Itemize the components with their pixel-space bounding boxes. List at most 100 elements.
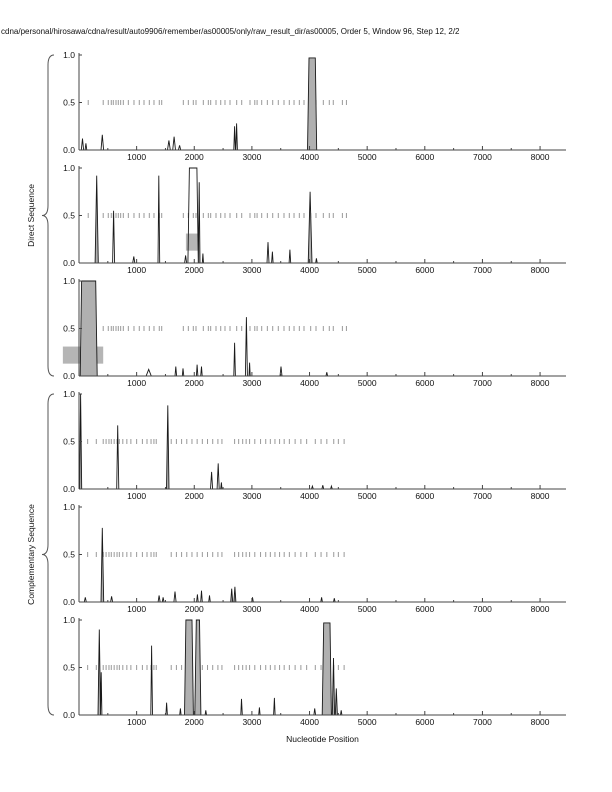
- x-tick-label: 3000: [242, 491, 261, 501]
- panel-4-complementary: 0.0 0.5 1.0 1000 2000 3000 4000 5000 6000 7000 800…: [63, 389, 566, 501]
- y-tick-label: 1.0: [63, 389, 75, 399]
- x-tick-label: 1000: [127, 152, 146, 162]
- exon-position-markers: [87, 213, 347, 218]
- x-tick-label: 2000: [185, 717, 204, 727]
- x-axis-label: Nucleotide Position: [286, 734, 359, 744]
- x-tick-label: 2000: [185, 604, 204, 614]
- y-tick-label: 0.5: [63, 437, 75, 447]
- panel-3-direct: 0.0 0.5 1.0 1000 2000 3000 4000 5000 6000 7000 800…: [62, 276, 566, 388]
- x-tick-label: 6000: [415, 152, 434, 162]
- exon-position-markers: [87, 665, 345, 670]
- x-tick-label: 5000: [358, 265, 377, 275]
- direct-group-brace: [41, 54, 55, 377]
- panel-axes: [78, 166, 566, 264]
- x-tick-label: 7000: [473, 265, 492, 275]
- y-tick-label: 1.0: [63, 615, 75, 625]
- score-curve: [79, 167, 566, 264]
- panel-axes: [78, 392, 566, 490]
- x-tick-label: 8000: [531, 717, 550, 727]
- x-tick-label: 5000: [358, 378, 377, 388]
- panel-6-complementary: 0.0 0.5 1.0 1000 2000 3000 4000 5000 6000 7000 800…: [63, 615, 566, 727]
- panel-axes: [78, 53, 566, 151]
- x-tick-label: 5000: [358, 604, 377, 614]
- y-tick-label: 0.0: [63, 258, 75, 268]
- x-tick-label: 8000: [531, 491, 550, 501]
- exon-position-markers: [87, 100, 347, 105]
- y-tick-label: 0.5: [63, 324, 75, 334]
- highlight-box: [185, 233, 199, 251]
- x-tick-label: 4000: [300, 152, 319, 162]
- x-tick-label: 3000: [242, 152, 261, 162]
- x-tick-label: 1000: [127, 491, 146, 501]
- complementary-group-brace: [41, 393, 55, 716]
- score-curve: [79, 393, 566, 490]
- x-tick-label: 2000: [185, 378, 204, 388]
- score-curve: [79, 527, 566, 603]
- panel-2-direct: 0.0 0.5 1.0 1000 2000 3000 4000 5000 6000 7000 800…: [63, 163, 566, 275]
- x-tick-label: 7000: [473, 378, 492, 388]
- y-tick-label: 0.5: [63, 211, 75, 221]
- y-tick-label: 0.5: [63, 98, 75, 108]
- y-tick-label: 0.0: [63, 484, 75, 494]
- panel-axes: [78, 618, 566, 716]
- x-tick-label: 2000: [185, 491, 204, 501]
- x-tick-label: 1000: [127, 604, 146, 614]
- curve-fill: [307, 57, 317, 150]
- x-tick-label: 7000: [473, 717, 492, 727]
- panel-axes: [78, 505, 566, 603]
- x-tick-label: 4000: [300, 265, 319, 275]
- x-tick-label: 2000: [185, 152, 204, 162]
- y-tick-label: 0.0: [63, 597, 75, 607]
- x-tick-label: 3000: [242, 265, 261, 275]
- y-tick-label: 0.5: [63, 550, 75, 560]
- y-tick-label: 0.0: [63, 710, 75, 720]
- x-tick-label: 4000: [300, 604, 319, 614]
- x-tick-label: 6000: [415, 717, 434, 727]
- x-tick-label: 3000: [242, 604, 261, 614]
- score-curve: [79, 57, 566, 151]
- panel-5-complementary: 0.0 0.5 1.0 1000 2000 3000 4000 5000 6000 7000 800…: [63, 502, 566, 614]
- y-tick-label: 0.0: [63, 145, 75, 155]
- direct-sequence-label: Direct Sequence: [26, 184, 36, 247]
- y-tick-label: 1.0: [63, 276, 75, 286]
- exon-position-markers: [87, 326, 347, 331]
- x-tick-label: 3000: [242, 717, 261, 727]
- score-curve: [79, 280, 566, 377]
- curve-fill: [308, 191, 312, 263]
- exon-position-markers: [87, 552, 345, 557]
- x-tick-label: 4000: [300, 491, 319, 501]
- x-tick-label: 7000: [473, 491, 492, 501]
- x-tick-label: 8000: [531, 378, 550, 388]
- curve-fill: [184, 620, 194, 715]
- x-tick-label: 2000: [185, 265, 204, 275]
- x-tick-label: 8000: [531, 152, 550, 162]
- x-tick-label: 5000: [358, 717, 377, 727]
- x-tick-label: 8000: [531, 604, 550, 614]
- y-tick-label: 1.0: [63, 50, 75, 60]
- panel-1-direct: 0.0 0.5 1.0 1000 2000 3000 4000 5000 6000 7000 800…: [63, 50, 566, 162]
- y-tick-label: 0.5: [63, 663, 75, 673]
- x-tick-label: 5000: [358, 491, 377, 501]
- x-tick-label: 3000: [242, 378, 261, 388]
- panel-axes: [78, 279, 566, 377]
- page-title: cdna/personal/hirosawa/cdna/result/auto9…: [1, 27, 460, 36]
- x-tick-label: 6000: [415, 491, 434, 501]
- x-tick-label: 5000: [358, 152, 377, 162]
- y-tick-label: 1.0: [63, 163, 75, 173]
- y-tick-label: 1.0: [63, 502, 75, 512]
- x-tick-label: 7000: [473, 604, 492, 614]
- x-tick-label: 1000: [127, 265, 146, 275]
- y-tick-label: 0.0: [63, 371, 75, 381]
- x-tick-label: 8000: [531, 265, 550, 275]
- x-tick-label: 6000: [415, 604, 434, 614]
- curve-fill: [80, 281, 98, 376]
- x-tick-label: 1000: [127, 717, 146, 727]
- x-tick-label: 6000: [415, 378, 434, 388]
- curve-fill: [322, 622, 332, 715]
- x-tick-label: 7000: [473, 152, 492, 162]
- x-tick-label: 4000: [300, 378, 319, 388]
- complementary-sequence-label: Complementary Sequence: [26, 504, 36, 605]
- x-tick-label: 4000: [300, 717, 319, 727]
